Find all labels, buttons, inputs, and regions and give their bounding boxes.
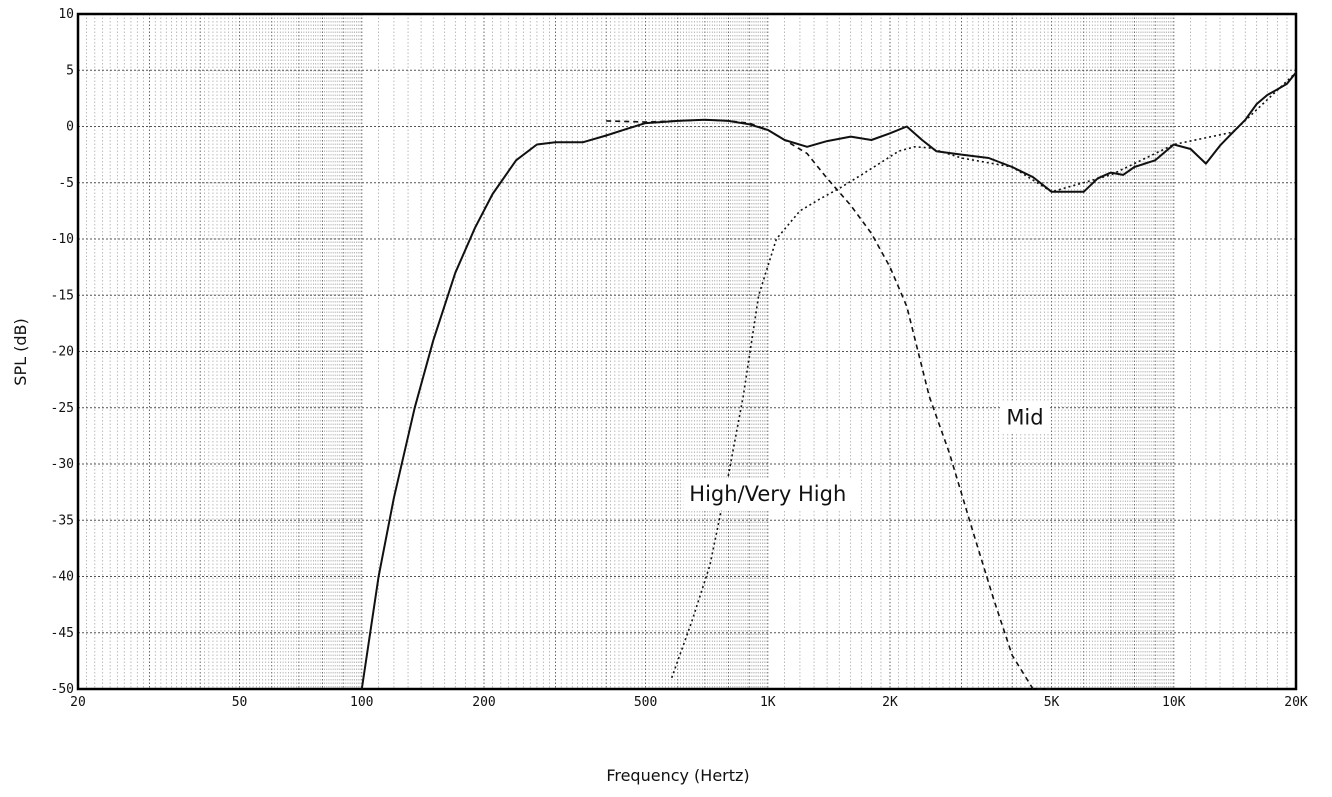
y-tick-label: -30 — [51, 457, 74, 472]
y-tick-labels: 10 5 0 -5 -10 -15 -20 -25 -30 -35 -40 -45 -50 — [51, 7, 74, 697]
x-tick-label: 20K — [1284, 695, 1308, 710]
x-tick-label: 2K — [882, 695, 898, 710]
annotation-label: High/Very High — [689, 482, 846, 506]
x-tick-label: 10K — [1162, 695, 1186, 710]
y-tick-label: 10 — [58, 7, 74, 22]
series-line-dashed — [606, 119, 1052, 690]
y-tick-label: 0 — [66, 120, 74, 135]
y-tick-label: -5 — [58, 176, 74, 191]
x-tick-label: 100 — [350, 695, 373, 710]
curves — [360, 71, 1297, 690]
y-tick-label: -40 — [51, 570, 74, 585]
annotation-bg — [1000, 401, 1050, 434]
x-tick-label: 20 — [70, 695, 86, 710]
plot-frame — [76, 12, 1298, 691]
x-tick-label: 500 — [634, 695, 657, 710]
series-line-solid — [360, 71, 1297, 690]
x-tick-label: 200 — [472, 695, 495, 710]
x-tick-labels: 20 50 100 200 500 1K 2K 5K 10K 20K — [70, 695, 1308, 710]
annotation: High/Very High — [683, 478, 853, 511]
y-tick-label: -25 — [51, 401, 74, 416]
y-axis-title: SPL (dB) — [11, 318, 30, 385]
annotations: Mid High/Very High — [683, 401, 1050, 511]
annotation: Mid — [1000, 401, 1050, 434]
y-tick-label: -20 — [51, 345, 74, 360]
y-tick-label: 5 — [66, 63, 74, 78]
x-tick-label: 5K — [1044, 695, 1060, 710]
grid — [78, 14, 1296, 689]
x-axis-title: Frequency (Hertz) — [606, 766, 749, 785]
x-tick-label: 50 — [232, 695, 248, 710]
series-line-dotted — [670, 71, 1297, 679]
y-tick-label: -10 — [51, 232, 74, 247]
y-tick-label: -15 — [51, 288, 74, 303]
annotation-bg — [683, 478, 853, 511]
y-tick-label: -50 — [51, 682, 74, 697]
y-tick-label: -35 — [51, 513, 74, 528]
annotation-label: Mid — [1006, 406, 1043, 430]
x-tick-label: 1K — [760, 695, 776, 710]
y-tick-label: -45 — [51, 626, 74, 641]
